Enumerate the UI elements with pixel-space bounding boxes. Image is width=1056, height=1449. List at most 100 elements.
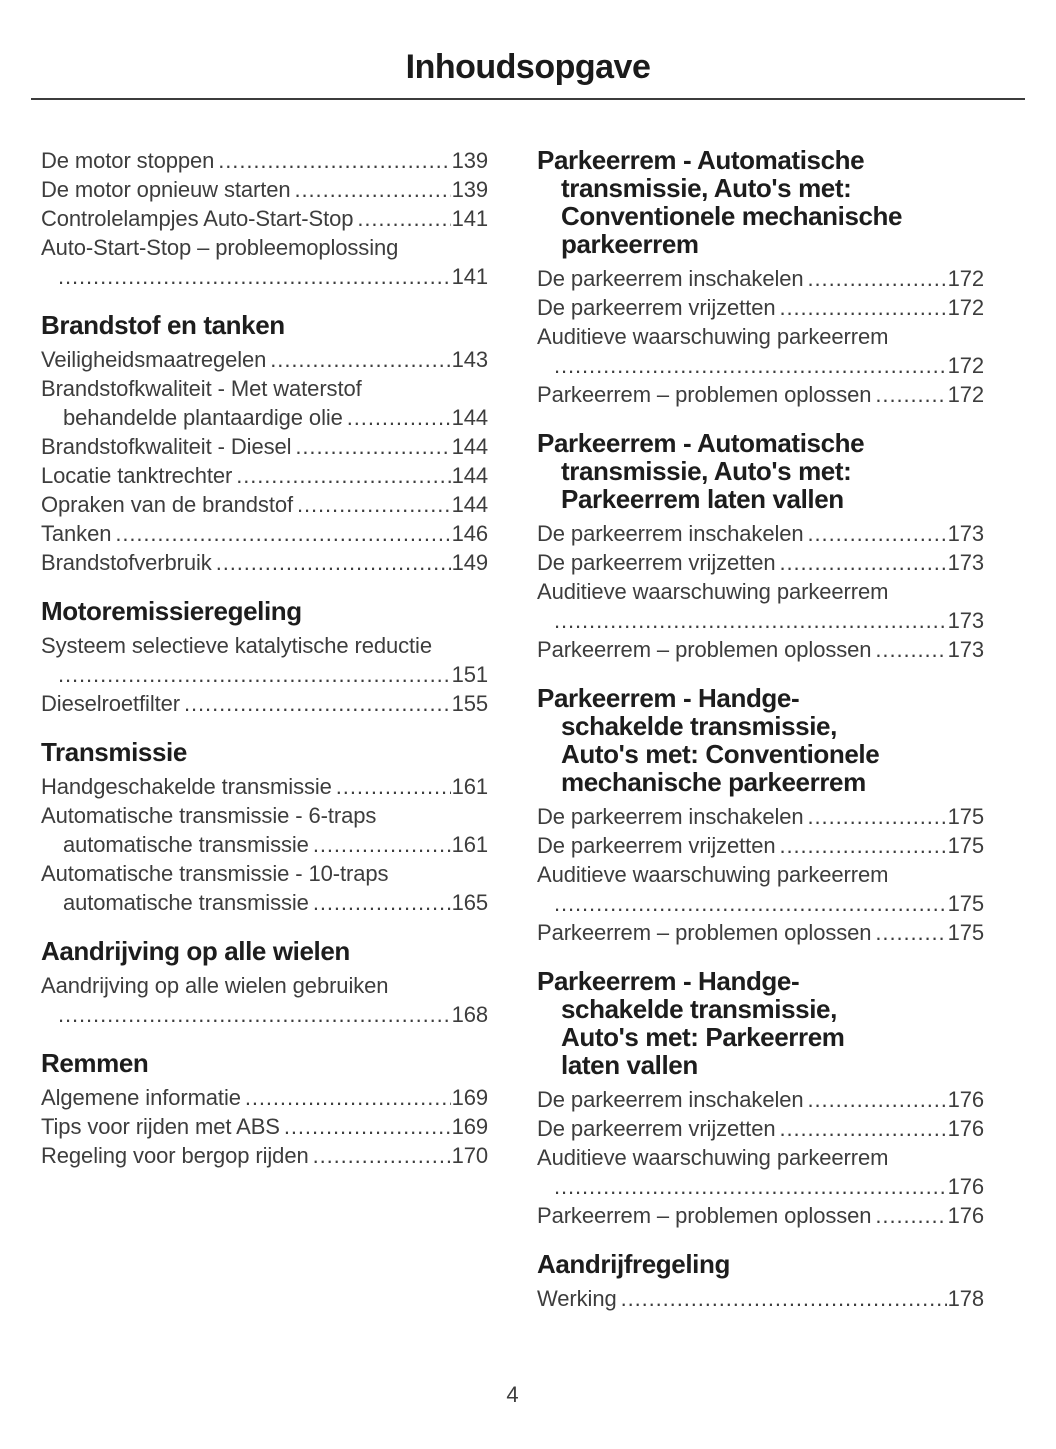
- entry-label: De parkeerrem inschakelen: [537, 1087, 804, 1112]
- toc-entry[interactable]: Parkeerrem – problemen oplossen 176: [537, 1201, 984, 1230]
- entry-page-number: 175: [947, 920, 985, 945]
- entry-page-number: 144: [451, 492, 489, 517]
- toc-entry[interactable]: De motor opnieuw starten 139: [41, 175, 488, 204]
- dot-leader: [313, 888, 451, 917]
- entry-label: Veiligheidsmaatregelen: [41, 347, 267, 372]
- toc-entry[interactable]: Aandrijving op alle wielen gebruiken 168: [41, 971, 488, 1029]
- entry-label: Automatische transmissie - 6-traps: [41, 803, 377, 828]
- toc-entry[interactable]: Locatie tanktrechter 144: [41, 461, 488, 490]
- toc-entry[interactable]: Auditieve waarschuwing parkeerrem 172: [537, 322, 984, 380]
- toc-entry[interactable]: Auditieve waarschuwing parkeerrem 176: [537, 1143, 984, 1201]
- entry-label: Parkeerrem – problemen oplossen: [537, 1203, 872, 1228]
- section-heading: Motoremissieregeling: [41, 597, 488, 625]
- entry-page-number: 141: [451, 264, 489, 289]
- toc-entry[interactable]: Brandstofkwaliteit - Met waterstof behand…: [41, 374, 488, 432]
- toc-section: Parkeerrem - Handge-schakelde transmissi…: [537, 967, 984, 1230]
- toc-entry[interactable]: Auditieve waarschuwing parkeerrem 173: [537, 577, 984, 635]
- dot-leader: [875, 918, 946, 947]
- toc-entry[interactable]: Algemene informatie 169: [41, 1083, 488, 1112]
- heading-line: Aandrijfregeling: [537, 1249, 730, 1279]
- dot-leader: [284, 1112, 451, 1141]
- dot-leader: [779, 1114, 946, 1143]
- entry-page-number: 176: [947, 1087, 985, 1112]
- heading-line: Transmissie: [41, 737, 187, 767]
- toc-entry[interactable]: De parkeerrem inschakelen 176: [537, 1085, 984, 1114]
- toc-entry[interactable]: Handgeschakelde transmissie 161: [41, 772, 488, 801]
- toc-entry[interactable]: Brandstofverbruik 149: [41, 548, 488, 577]
- dot-leader: [779, 293, 946, 322]
- dot-leader: [270, 345, 450, 374]
- dot-leader: [58, 660, 451, 689]
- toc-entry[interactable]: Auto-Start-Stop – probleemoplossing 141: [41, 233, 488, 291]
- dot-leader: [295, 175, 451, 204]
- toc-section: Motoremissieregeling Systeem selectieve k…: [41, 597, 488, 718]
- toc-entry[interactable]: Auditieve waarschuwing parkeerrem 175: [537, 860, 984, 918]
- toc-entry[interactable]: Parkeerrem – problemen oplossen 172: [537, 380, 984, 409]
- section-heading: Parkeerrem - Handge-schakelde transmissi…: [537, 967, 984, 1079]
- entry-label: Auditieve waarschuwing parkeerrem: [537, 862, 889, 887]
- toc-entry[interactable]: Parkeerrem – problemen oplossen 175: [537, 918, 984, 947]
- heading-line: laten vallen: [561, 1050, 698, 1080]
- toc-entry[interactable]: Veiligheidsmaatregelen 143: [41, 345, 488, 374]
- toc-entry[interactable]: Parkeerrem – problemen oplossen 173: [537, 635, 984, 664]
- entry-page-number: 161: [451, 832, 489, 857]
- section-heading: Aandrijving op alle wielen: [41, 937, 488, 965]
- heading-line: Parkeerrem - Handge-: [537, 966, 800, 996]
- toc-entry[interactable]: De parkeerrem vrijzetten 175: [537, 831, 984, 860]
- entry-page-number: 175: [947, 833, 985, 858]
- entry-page-number: 173: [947, 637, 985, 662]
- entry-label: De motor opnieuw starten: [41, 177, 291, 202]
- entry-label: Opraken van de brandstof: [41, 492, 293, 517]
- dot-leader: [875, 635, 946, 664]
- entry-page-number: 146: [451, 521, 489, 546]
- entry-page-number: 172: [947, 266, 985, 291]
- toc-entry[interactable]: Tanken 146: [41, 519, 488, 548]
- toc-entry[interactable]: De parkeerrem vrijzetten 173: [537, 548, 984, 577]
- entry-label: Auditieve waarschuwing parkeerrem: [537, 1145, 889, 1170]
- entry-page-number: 151: [451, 662, 489, 687]
- toc-entry[interactable]: De parkeerrem vrijzetten 176: [537, 1114, 984, 1143]
- entry-label: De parkeerrem vrijzetten: [537, 1116, 776, 1141]
- toc-entry[interactable]: Dieselroetfilter 155: [41, 689, 488, 718]
- toc-entry[interactable]: Controlelampjes Auto-Start-Stop 141: [41, 204, 488, 233]
- entry-label: Auditieve waarschuwing parkeerrem: [537, 579, 889, 604]
- entry-label: Brandstofverbruik: [41, 550, 212, 575]
- entry-label: automatische transmissie: [63, 832, 309, 857]
- toc-entry[interactable]: Opraken van de brandstof 144: [41, 490, 488, 519]
- dot-leader: [554, 606, 947, 635]
- toc-entry[interactable]: Werking 178: [537, 1284, 984, 1313]
- dot-leader: [808, 519, 947, 548]
- dot-leader: [58, 1000, 451, 1029]
- entry-label: Parkeerrem – problemen oplossen: [537, 637, 872, 662]
- toc-entry[interactable]: De parkeerrem inschakelen 173: [537, 519, 984, 548]
- dot-leader: [336, 772, 451, 801]
- entry-page-number: 176: [947, 1116, 985, 1141]
- heading-line: transmissie, Auto's met:: [561, 456, 852, 486]
- dot-leader: [875, 1201, 946, 1230]
- toc-entry[interactable]: Automatische transmissie - 10-traps autom…: [41, 859, 488, 917]
- entry-label: automatische transmissie: [63, 890, 309, 915]
- toc-entry[interactable]: Regeling voor bergop rijden 170: [41, 1141, 488, 1170]
- entry-label: Tanken: [41, 521, 112, 546]
- entry-label: Algemene informatie: [41, 1085, 241, 1110]
- entry-label: Parkeerrem – problemen oplossen: [537, 920, 872, 945]
- page-header: Inhoudsopgave: [0, 0, 1056, 100]
- toc-entry[interactable]: De parkeerrem inschakelen 175: [537, 802, 984, 831]
- toc-entry[interactable]: Systeem selectieve katalytische reductie…: [41, 631, 488, 689]
- entry-page-number: 176: [947, 1203, 985, 1228]
- toc-entry[interactable]: Brandstofkwaliteit - Diesel 144: [41, 432, 488, 461]
- toc-entry[interactable]: Tips voor rijden met ABS 169: [41, 1112, 488, 1141]
- toc-section: Parkeerrem - Automatische transmissie, Au…: [537, 146, 984, 409]
- toc-entry[interactable]: De parkeerrem inschakelen 172: [537, 264, 984, 293]
- toc-entry[interactable]: Automatische transmissie - 6-traps automa…: [41, 801, 488, 859]
- entry-page-number: 172: [947, 295, 985, 320]
- heading-line: Auto's met: Parkeerrem: [561, 1022, 845, 1052]
- entry-label: Regeling voor bergop rijden: [41, 1143, 309, 1168]
- toc-entry[interactable]: De motor stoppen 139: [41, 146, 488, 175]
- entry-label: Brandstofkwaliteit - Met waterstof: [41, 376, 362, 401]
- heading-line: Parkeerrem - Automatische: [537, 428, 865, 458]
- dot-leader: [554, 351, 947, 380]
- toc-entry[interactable]: De parkeerrem vrijzetten 172: [537, 293, 984, 322]
- entry-page-number: 144: [451, 434, 489, 459]
